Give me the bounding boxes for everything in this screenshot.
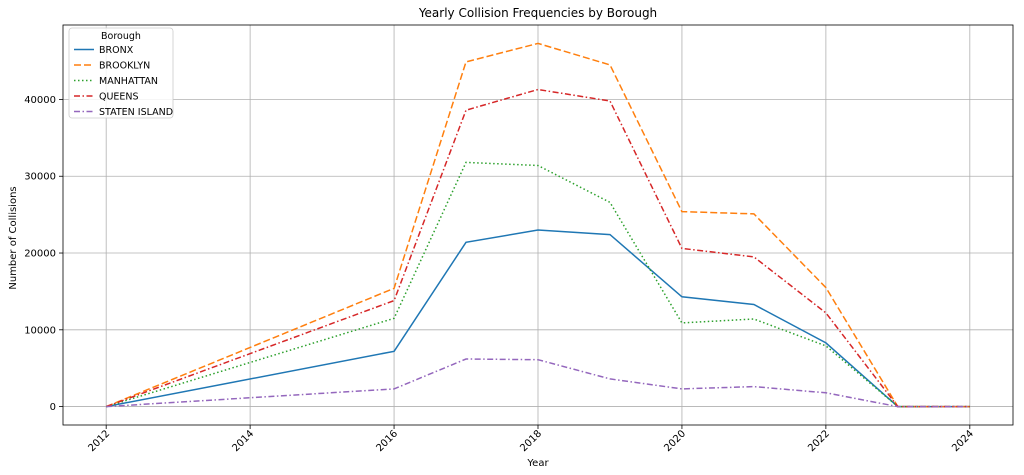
series-line-brooklyn: [105, 42, 970, 408]
y-tick-label: 20000: [24, 249, 56, 260]
x-tick-label: 2012: [87, 428, 113, 454]
legend-label[interactable]: STATEN ISLAND: [99, 107, 173, 118]
legend[interactable]: Borough BRONX BROOKLYN MANHATTAN QUEENS STATE…: [68, 27, 174, 119]
legend-label[interactable]: BROOKLYN: [99, 61, 150, 72]
legend-label[interactable]: BRONX: [99, 45, 134, 56]
series-lines: [105, 42, 970, 408]
series-line-queens: [105, 88, 970, 408]
plot-frame: [62, 24, 1014, 426]
x-tick-label: 2018: [518, 428, 544, 454]
legend-label[interactable]: MANHATTAN: [99, 76, 158, 87]
legend-label[interactable]: QUEENS: [99, 92, 139, 103]
y-axis-title: Number of Collisions: [8, 186, 19, 289]
y-tick-label: 10000: [24, 325, 56, 336]
series-line-bronx: [106, 229, 970, 408]
x-tick-label: 2016: [374, 428, 400, 454]
x-tick-label: 2020: [662, 428, 688, 454]
legend-box: [68, 27, 174, 119]
chart-title: Yearly Collision Frequencies by Borough: [418, 6, 657, 20]
y-tick-label: 40000: [24, 95, 56, 106]
grid: [63, 25, 1013, 425]
x-tick-label: 2014: [230, 428, 256, 454]
x-tick-label: 2024: [950, 428, 976, 454]
y-tick-label: 0: [50, 402, 56, 413]
series-line-staten-island: [106, 358, 970, 408]
x-axis-title: Year: [526, 458, 549, 469]
x-tick-label: 2022: [806, 428, 832, 454]
legend-title: Borough: [101, 31, 141, 42]
y-tick-label: 30000: [24, 172, 56, 183]
